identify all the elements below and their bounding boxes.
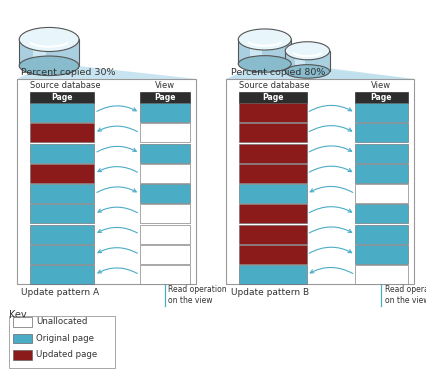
FancyBboxPatch shape — [354, 265, 407, 284]
FancyBboxPatch shape — [239, 92, 306, 103]
FancyBboxPatch shape — [9, 316, 115, 368]
FancyBboxPatch shape — [354, 144, 407, 163]
Polygon shape — [17, 63, 196, 79]
FancyBboxPatch shape — [294, 53, 305, 68]
FancyBboxPatch shape — [32, 42, 46, 62]
Ellipse shape — [19, 27, 79, 52]
FancyBboxPatch shape — [30, 164, 94, 183]
FancyBboxPatch shape — [139, 144, 190, 163]
FancyBboxPatch shape — [354, 164, 407, 183]
FancyBboxPatch shape — [139, 204, 190, 223]
FancyBboxPatch shape — [30, 224, 94, 244]
FancyBboxPatch shape — [250, 42, 262, 60]
FancyBboxPatch shape — [354, 245, 407, 264]
Text: Page: Page — [370, 93, 391, 102]
Text: Key: Key — [9, 310, 26, 320]
FancyBboxPatch shape — [139, 224, 190, 244]
Ellipse shape — [238, 56, 291, 72]
Text: Page: Page — [154, 93, 175, 102]
FancyBboxPatch shape — [30, 144, 94, 163]
Text: Update pattern B: Update pattern B — [230, 288, 308, 297]
Text: Read operation
on the view: Read operation on the view — [168, 285, 226, 305]
FancyBboxPatch shape — [13, 334, 32, 343]
FancyBboxPatch shape — [139, 92, 190, 103]
FancyBboxPatch shape — [354, 204, 407, 223]
FancyBboxPatch shape — [239, 265, 306, 284]
Text: Percent copied 80%: Percent copied 80% — [230, 68, 324, 77]
FancyBboxPatch shape — [354, 123, 407, 143]
Text: Page: Page — [51, 93, 73, 102]
Text: View: View — [155, 81, 175, 90]
FancyBboxPatch shape — [19, 39, 79, 66]
FancyBboxPatch shape — [139, 103, 190, 122]
FancyBboxPatch shape — [239, 204, 306, 223]
FancyBboxPatch shape — [30, 92, 94, 103]
FancyBboxPatch shape — [30, 184, 94, 203]
FancyBboxPatch shape — [239, 164, 306, 183]
Polygon shape — [226, 63, 413, 79]
Ellipse shape — [238, 29, 291, 50]
FancyBboxPatch shape — [239, 224, 306, 244]
FancyBboxPatch shape — [239, 103, 306, 122]
FancyBboxPatch shape — [285, 51, 329, 71]
FancyBboxPatch shape — [139, 184, 190, 203]
FancyBboxPatch shape — [30, 245, 94, 264]
Polygon shape — [226, 62, 413, 79]
FancyBboxPatch shape — [13, 350, 32, 360]
Text: Percent copied 30%: Percent copied 30% — [21, 68, 115, 77]
FancyBboxPatch shape — [239, 245, 306, 264]
FancyBboxPatch shape — [354, 92, 407, 103]
Text: Original page: Original page — [36, 334, 94, 343]
FancyBboxPatch shape — [354, 103, 407, 122]
FancyBboxPatch shape — [30, 204, 94, 223]
FancyBboxPatch shape — [30, 103, 94, 122]
Ellipse shape — [285, 65, 329, 78]
Text: Source database: Source database — [30, 81, 100, 90]
Ellipse shape — [285, 42, 329, 60]
FancyBboxPatch shape — [354, 224, 407, 244]
FancyBboxPatch shape — [30, 123, 94, 143]
FancyBboxPatch shape — [139, 164, 190, 183]
Text: Updated page: Updated page — [36, 350, 97, 359]
Text: Page: Page — [262, 93, 283, 102]
FancyBboxPatch shape — [13, 317, 32, 327]
Text: View: View — [371, 81, 391, 90]
FancyBboxPatch shape — [30, 265, 94, 284]
FancyBboxPatch shape — [354, 184, 407, 203]
FancyBboxPatch shape — [239, 144, 306, 163]
FancyBboxPatch shape — [139, 123, 190, 143]
FancyBboxPatch shape — [139, 245, 190, 264]
FancyBboxPatch shape — [139, 265, 190, 284]
FancyBboxPatch shape — [226, 79, 413, 284]
Ellipse shape — [19, 56, 79, 76]
Text: Update pattern A: Update pattern A — [21, 288, 99, 297]
FancyBboxPatch shape — [238, 39, 291, 64]
FancyBboxPatch shape — [239, 184, 306, 203]
FancyBboxPatch shape — [17, 79, 196, 284]
Text: Read operation
on the view: Read operation on the view — [384, 285, 426, 305]
Text: Source database: Source database — [239, 81, 309, 90]
FancyBboxPatch shape — [239, 123, 306, 143]
Text: Unallocated: Unallocated — [36, 317, 87, 326]
